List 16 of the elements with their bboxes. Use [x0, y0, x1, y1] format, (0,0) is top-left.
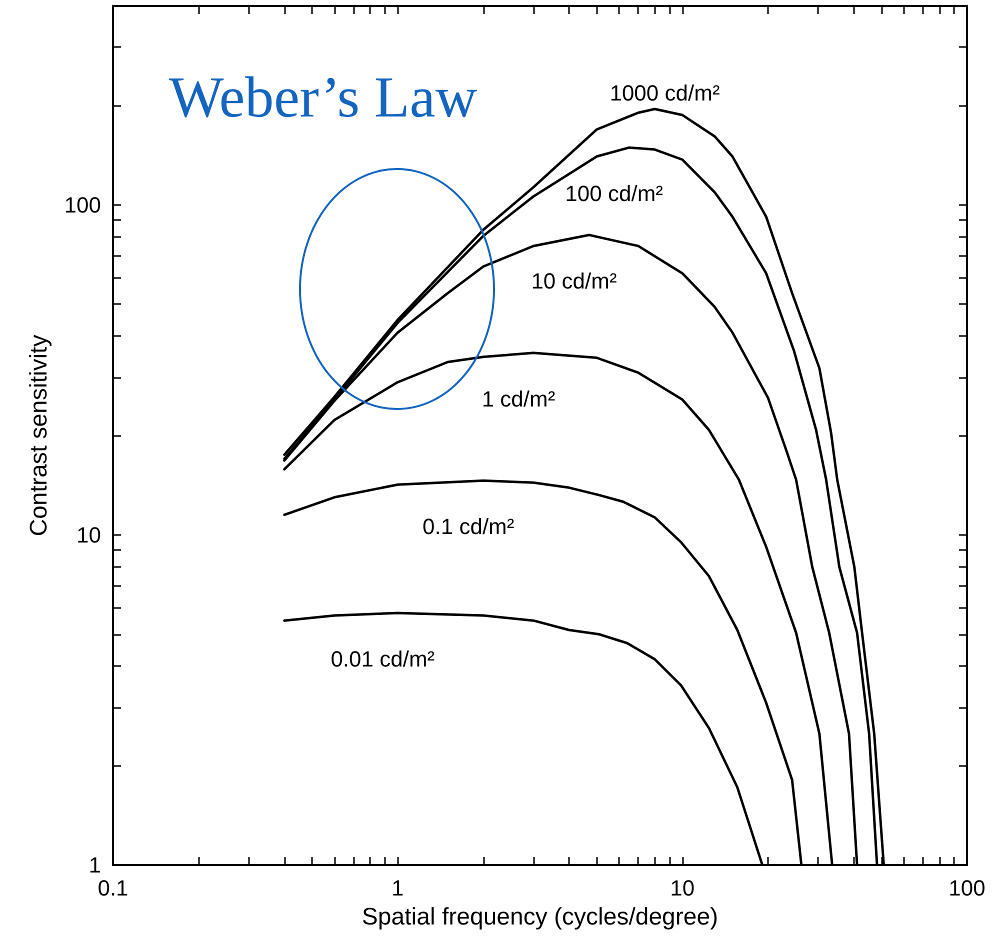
x-axis-title: Spatial frequency (cycles/degree) [362, 904, 718, 930]
series-label: 1 cd/m² [482, 386, 556, 412]
y-axis-title: Contrast sensitivity [26, 334, 52, 536]
y-tick-label: 100 [64, 192, 101, 218]
annotation: Weber’s Law [169, 64, 478, 130]
y-tick-label: 1 [88, 852, 101, 878]
x-tick-label: 100 [948, 876, 986, 900]
y-tick-label: 10 [76, 522, 101, 548]
series-label: 0.01 cd/m² [330, 646, 435, 672]
series-label: 10 cd/m² [531, 268, 617, 294]
series-label: 1000 cd/m² [610, 80, 720, 106]
x-tick-label: 0.1 [98, 876, 128, 900]
series-label: 100 cd/m² [565, 181, 663, 206]
x-tick-label: 1 [392, 876, 404, 900]
x-tick-label: 10 [670, 876, 695, 900]
series-label: 0.1 cd/m² [422, 514, 514, 540]
